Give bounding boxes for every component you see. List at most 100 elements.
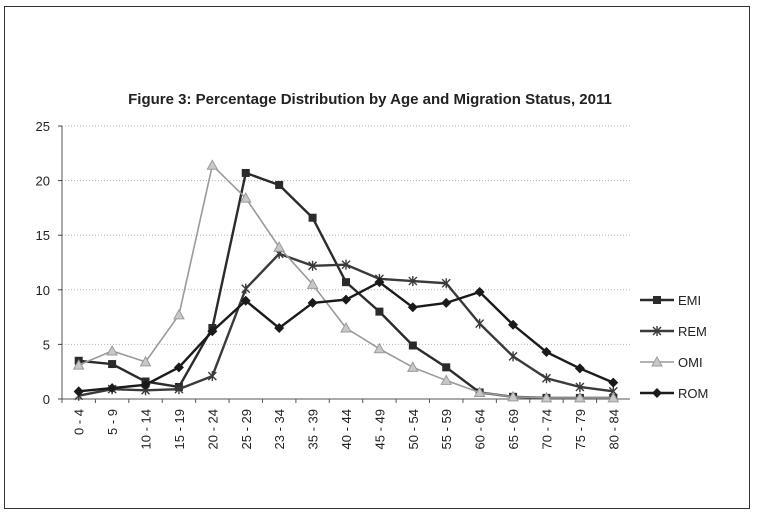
- data-point-star: [652, 326, 662, 336]
- data-point-square: [653, 296, 661, 304]
- data-point-triangle: [340, 321, 352, 333]
- data-point-diamond: [173, 362, 184, 373]
- data-point-triangle: [273, 241, 286, 252]
- x-tick-label: 35 - 39: [306, 409, 321, 449]
- data-point-triangle: [540, 391, 553, 403]
- legend-label: EMI: [678, 293, 701, 308]
- data-point-triangle: [373, 342, 386, 354]
- y-axis-ticks: 0 5 10 15 20 25: [36, 119, 62, 407]
- data-point-diamond: [541, 347, 552, 358]
- x-tick-label: 70 - 74: [539, 409, 554, 449]
- legend-item-emi: EMI: [640, 293, 701, 308]
- x-tick-label: 80 - 84: [606, 409, 621, 449]
- data-point-diamond: [374, 277, 385, 288]
- data-point-triangle: [607, 391, 620, 403]
- data-point-diamond: [608, 377, 619, 388]
- legend-item-omi: OMI: [640, 355, 703, 370]
- data-point-triangle: [507, 390, 519, 402]
- data-point-star: [207, 371, 217, 382]
- data-point-triangle: [473, 386, 486, 397]
- grid: [62, 125, 630, 345]
- data-point-diamond: [474, 286, 485, 297]
- data-point-diamond: [652, 388, 662, 398]
- x-tick-label: 40 - 44: [339, 409, 354, 449]
- x-tick-label: 65 - 69: [506, 409, 521, 449]
- data-point-star: [408, 276, 418, 287]
- data-point-star: [241, 283, 251, 294]
- data-point-square: [375, 307, 384, 316]
- data-point-diamond: [441, 297, 452, 308]
- data-point-square: [308, 213, 317, 222]
- y-tick-label: 25: [36, 119, 50, 134]
- chart-frame: [4, 6, 750, 509]
- data-point-diamond: [307, 297, 318, 308]
- data-point-star: [508, 351, 518, 362]
- data-point-star: [541, 373, 551, 384]
- data-point-triangle: [239, 192, 252, 203]
- data-point-diamond: [207, 326, 218, 337]
- series-emi: [74, 168, 618, 402]
- x-tick-label: 23 - 34: [272, 409, 287, 449]
- legend: EMI REM OMI ROM: [640, 293, 708, 401]
- data-point-star: [308, 260, 318, 271]
- legend-label: REM: [678, 324, 707, 339]
- data-point-square: [342, 278, 350, 287]
- data-point-diamond: [73, 386, 84, 397]
- data-point-triangle: [206, 159, 219, 170]
- y-tick-label: 20: [36, 174, 50, 189]
- y-tick-label: 15: [36, 228, 50, 243]
- data-point-square: [108, 360, 117, 369]
- data-point-star: [575, 381, 585, 392]
- series-omi: [72, 159, 620, 403]
- data-point-star: [441, 278, 451, 289]
- x-tick-label: 20 - 24: [205, 409, 220, 449]
- data-point-diamond: [107, 383, 118, 394]
- data-point-diamond: [140, 379, 151, 390]
- y-tick-label: 0: [43, 392, 50, 407]
- x-axis-ticks: 0 - 4 5 - 9 10 - 14 15 - 19 20 - 24 25 - 29 23…: [61, 399, 621, 449]
- data-point-triangle: [651, 355, 663, 367]
- legend-item-rem: REM: [640, 324, 707, 339]
- data-point-diamond: [240, 295, 251, 306]
- data-point-diamond: [274, 323, 285, 334]
- x-tick-label: 75 - 79: [573, 409, 588, 449]
- x-tick-label: 60 - 64: [473, 409, 488, 449]
- data-point-triangle: [306, 278, 319, 289]
- x-tick-label: 45 - 49: [372, 409, 387, 449]
- data-point-diamond: [407, 302, 418, 313]
- axes: [61, 126, 630, 400]
- data-point-triangle: [72, 359, 85, 370]
- legend-item-rom: ROM: [640, 386, 708, 401]
- data-point-triangle: [139, 355, 152, 367]
- data-point-star: [475, 318, 485, 329]
- legend-label: ROM: [678, 386, 708, 401]
- data-point-square: [442, 363, 451, 372]
- x-tick-label: 25 - 29: [239, 409, 254, 449]
- data-point-triangle: [173, 308, 185, 320]
- data-point-triangle: [406, 361, 419, 372]
- data-point-square: [241, 168, 250, 177]
- data-point-triangle: [574, 391, 586, 403]
- x-tick-label: 10 - 14: [139, 409, 154, 449]
- x-tick-label: 15 - 19: [172, 409, 187, 449]
- legend-label: OMI: [678, 355, 703, 370]
- data-point-star: [341, 259, 351, 270]
- x-tick-label: 0 - 4: [72, 409, 87, 435]
- data-point-diamond: [508, 319, 519, 330]
- x-tick-label: 50 - 54: [406, 409, 421, 449]
- data-point-square: [275, 180, 284, 189]
- data-point-triangle: [106, 344, 118, 356]
- x-tick-label: 55 - 59: [439, 409, 454, 449]
- y-tick-label: 5: [43, 337, 50, 352]
- data-point-square: [408, 341, 417, 350]
- data-point-diamond: [574, 363, 585, 374]
- chart-title: Figure 3: Percentage Distribution by Age…: [128, 91, 612, 108]
- x-tick-label: 5 - 9: [105, 409, 120, 435]
- series-layer: [72, 159, 620, 403]
- series-rom: [73, 277, 619, 397]
- data-point-triangle: [440, 374, 453, 385]
- data-point-star: [174, 384, 184, 395]
- data-point-diamond: [341, 294, 351, 305]
- y-tick-label: 10: [36, 283, 50, 298]
